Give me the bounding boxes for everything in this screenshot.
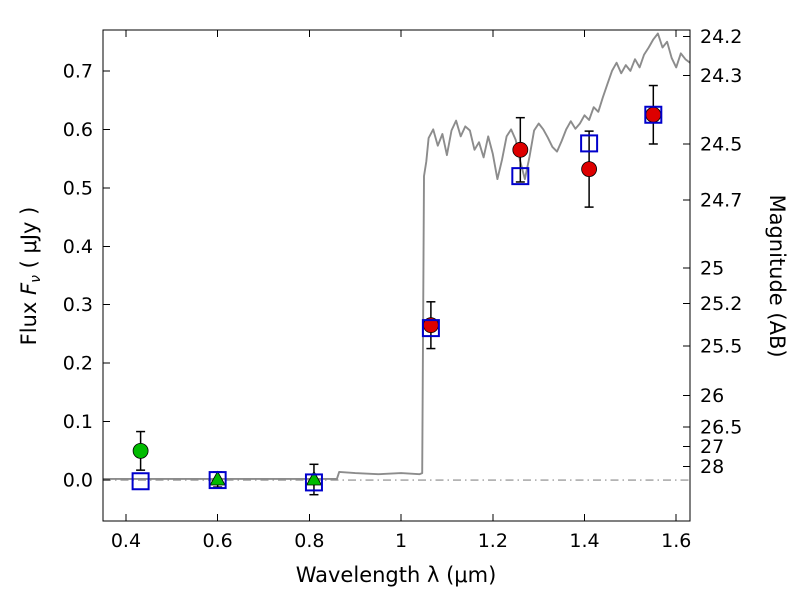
- x-tick-label: 1.4: [569, 530, 599, 552]
- axis-ticks: [103, 30, 690, 521]
- data-point-open-square: [580, 134, 599, 153]
- y-right-tick-label: 28: [700, 456, 724, 478]
- data-point-circle: [645, 106, 662, 123]
- data-point-open-square: [304, 473, 323, 492]
- data-point-triangle: [305, 470, 323, 486]
- y-right-tick-label: 25.2: [700, 293, 742, 315]
- chart-plot-area: 0.4 0.6 0.8 1 1.2 1.4 1.6 0.0 0.1 0.2 0.3 0.4 0.5 0.6…: [17, 26, 742, 552]
- data-point-circle: [581, 161, 598, 178]
- data-point-open-square: [131, 472, 150, 491]
- observed-red-circle: [422, 84, 662, 350]
- y-right-tick-label: 25: [700, 257, 724, 279]
- y-right-tick-label: 27: [700, 436, 724, 458]
- x-tick-label: 1.2: [478, 530, 508, 552]
- y-left-tick-label: 0.4: [63, 236, 93, 258]
- y-right-tick-label: 24.3: [700, 65, 742, 87]
- y-left-tick-label: 0.0: [63, 470, 93, 492]
- data-point-open-square: [208, 471, 227, 490]
- data-point-open-square: [644, 105, 663, 124]
- x-tick-label: 1: [395, 530, 407, 552]
- y-left-tick-label: 0.6: [63, 119, 93, 141]
- y-left-tick-label: 0.3: [63, 294, 93, 316]
- data-point-triangle: [209, 470, 226, 486]
- y-right-tick-label: 24.7: [700, 190, 742, 212]
- model-spectrum-line: [103, 32, 691, 480]
- y-axis-label-left: Flux Fν ( μJy ): [17, 207, 44, 346]
- data-point-circle: [132, 442, 149, 459]
- model-photometry-blue-square: [131, 105, 663, 492]
- x-tick-label: 0.6: [203, 530, 233, 552]
- x-tick-label: 0.8: [294, 530, 324, 552]
- x-axis-label: Wavelength λ (μm): [296, 563, 497, 587]
- y-right-tick-label: 26.5: [700, 416, 742, 438]
- y-right-tick-label: 26: [700, 385, 724, 407]
- plot-frame: [102, 29, 691, 522]
- x-tick-label: 0.4: [111, 530, 141, 552]
- data-point-open-square: [421, 319, 440, 338]
- y-right-tick-label: 24.5: [700, 133, 742, 155]
- y-left-tick-label: 0.7: [63, 60, 93, 82]
- observed-green-circle: [132, 430, 149, 471]
- x-tick-label: 1.6: [661, 530, 691, 552]
- y-right-tick-label: 25.5: [700, 336, 742, 358]
- data-point-open-square: [511, 167, 530, 186]
- y-left-tick-label: 0.1: [63, 411, 93, 433]
- y-left-tick-label: 0.5: [63, 177, 93, 199]
- y-axis-label-right: Magnitude (AB): [765, 194, 789, 357]
- y-right-tick-label: 24.2: [700, 26, 742, 48]
- data-point-circle: [512, 141, 529, 158]
- y-left-tick-label: 0.2: [63, 353, 93, 375]
- tick-labels: 0.4 0.6 0.8 1 1.2 1.4 1.6 0.0 0.1 0.2 0.3 0.4 0.5 0.6…: [63, 26, 743, 552]
